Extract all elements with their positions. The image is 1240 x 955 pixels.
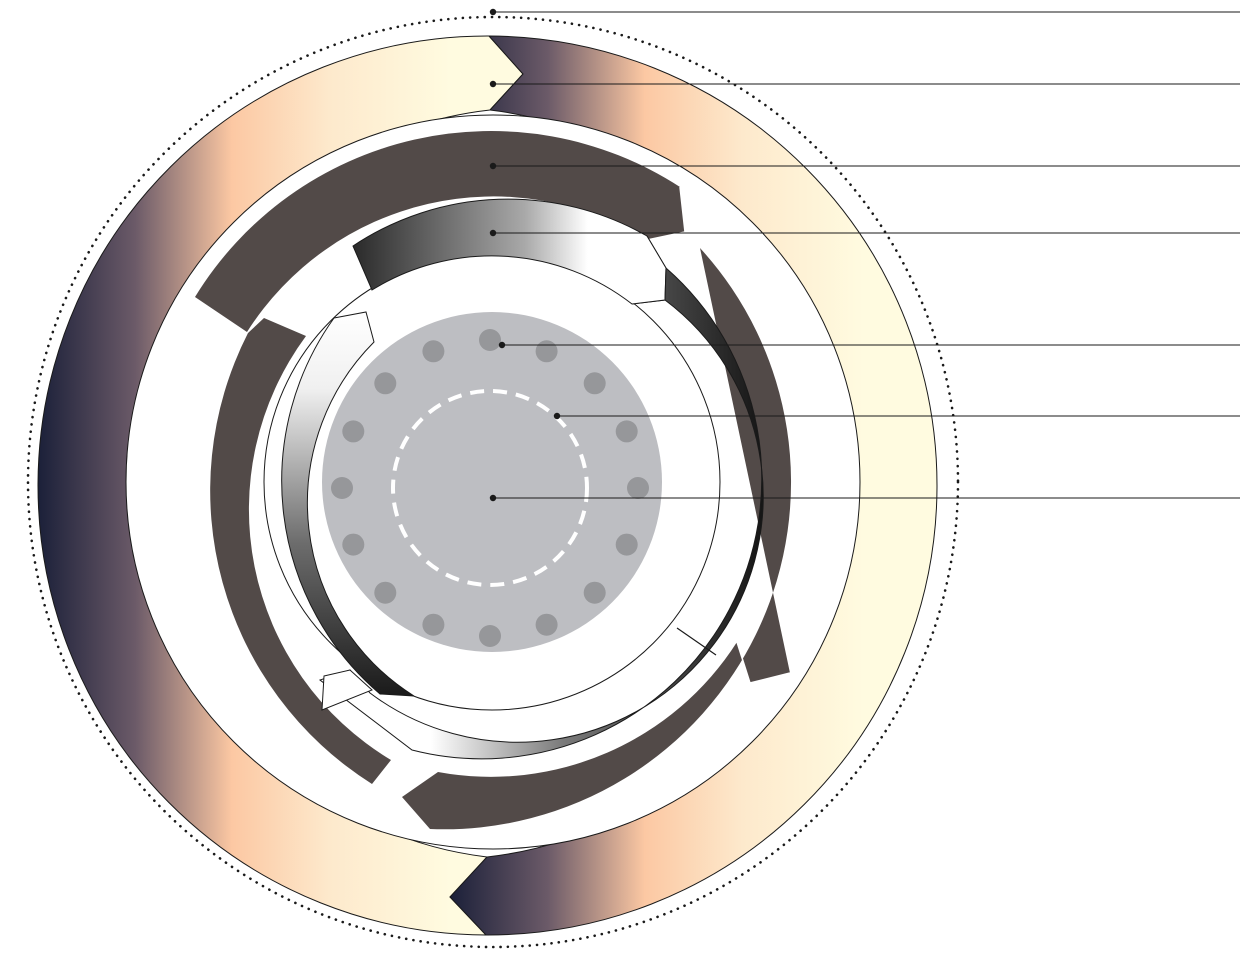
callout-anchor-dot xyxy=(489,494,497,502)
metal-ring-segment-right xyxy=(318,266,764,760)
ring-dot xyxy=(331,477,353,499)
ring-dot xyxy=(374,372,397,395)
callout-anchor-dot xyxy=(489,8,497,16)
ring-dot xyxy=(615,420,638,443)
ring-dot xyxy=(374,581,397,604)
metal-ring-divider xyxy=(676,627,717,656)
ring-dot xyxy=(535,340,558,363)
ring-dot xyxy=(583,372,606,395)
ring-dot xyxy=(342,533,365,556)
ring-dot xyxy=(627,477,649,499)
callout-anchor-dot xyxy=(553,412,561,420)
ring-dot xyxy=(422,613,445,636)
callout-lines xyxy=(489,8,1240,502)
dark-ring-segment-top xyxy=(195,131,685,332)
dark-ring-segment-left xyxy=(210,318,391,784)
ring-dot xyxy=(479,329,501,351)
ring-dot xyxy=(479,625,501,647)
dot-ring xyxy=(331,329,649,647)
ring-dot xyxy=(342,420,365,443)
callout-anchor-dot xyxy=(498,341,506,349)
callout-anchor-dot xyxy=(489,229,497,237)
ring-dot xyxy=(583,581,606,604)
ring-dot xyxy=(615,533,638,556)
callout-anchor-dot xyxy=(489,80,497,88)
callout-anchor-dot xyxy=(489,162,497,170)
metal-ring-segment-bottom-arrow xyxy=(321,669,373,711)
outer-dotted-boundary xyxy=(26,15,960,949)
metal-ring-segment-left xyxy=(281,311,415,697)
core-disc xyxy=(322,312,662,652)
ring-dot xyxy=(422,340,445,363)
dark-ring-segment-top-tail xyxy=(646,186,686,241)
dark-ring-segment-right-edge xyxy=(736,641,791,684)
ring-dot xyxy=(535,613,558,636)
dashed-inner-circle xyxy=(391,389,589,587)
